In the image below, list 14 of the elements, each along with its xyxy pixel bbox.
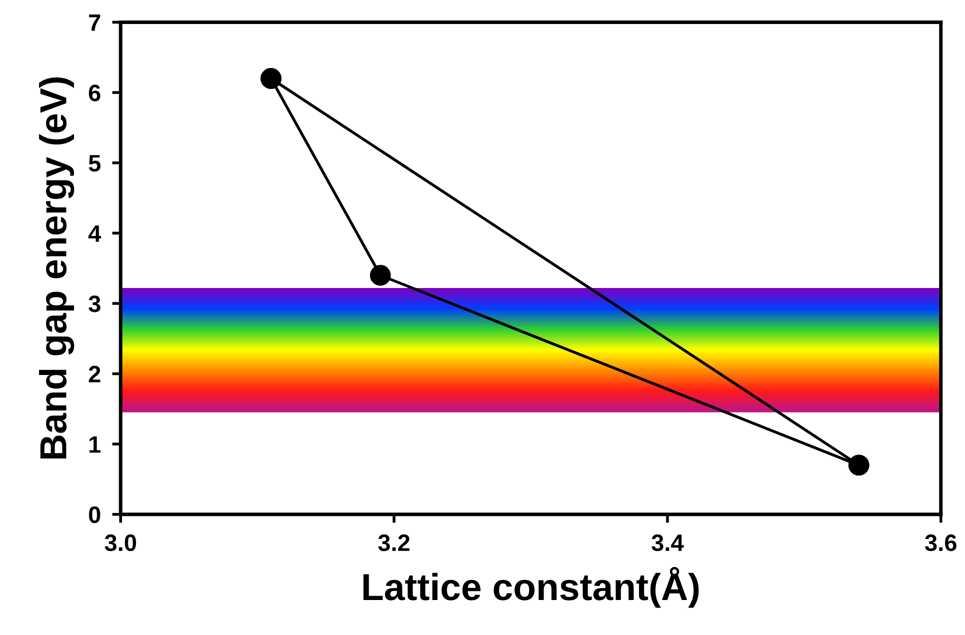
y-tick-label: 0 (88, 506, 100, 524)
y-tick-label: 4 (88, 225, 102, 242)
y-tick-label: 2 (88, 366, 100, 382)
x-axis-title: Lattice constant(Å) (363, 566, 699, 608)
x-tick-label: 3.4 (652, 534, 684, 552)
x-tick-label: 3.6 (925, 534, 956, 552)
y-tick-label: 5 (88, 155, 101, 172)
y-tick-label: 7 (89, 14, 100, 31)
y-tick-label: 1 (90, 436, 101, 453)
y-axis-title: Band gap energy (eV) (39, 77, 74, 459)
y-tick-label: 3 (88, 296, 100, 312)
x-tick-label: 3.2 (378, 534, 410, 552)
x-tick-label: 3.0 (104, 534, 136, 552)
y-tick-label: 6 (88, 84, 100, 102)
